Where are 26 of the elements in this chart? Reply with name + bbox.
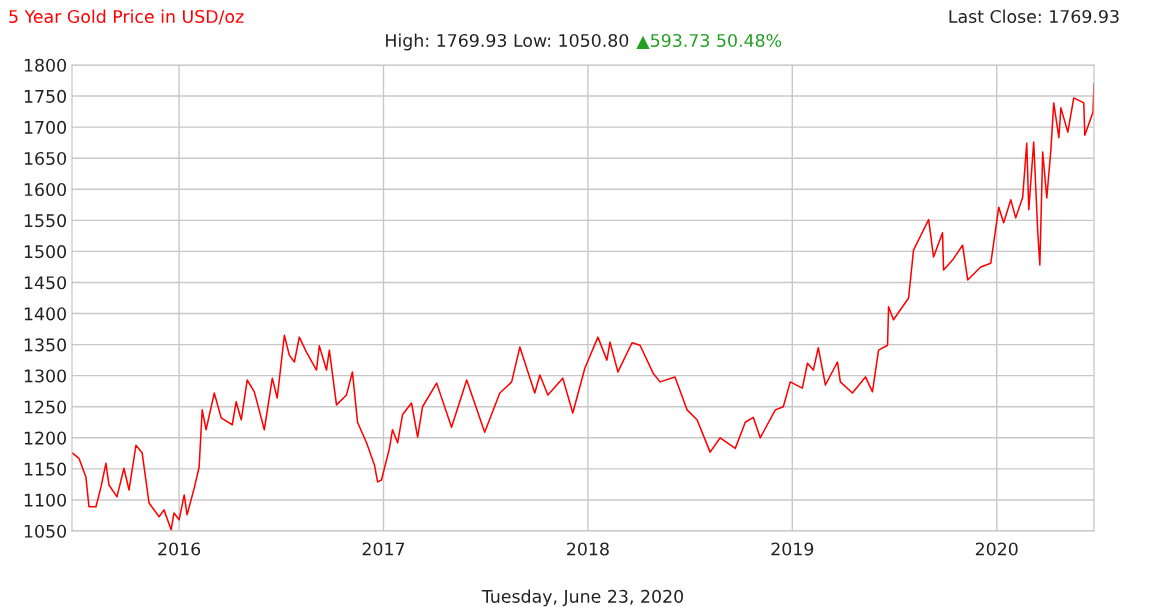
chart-title: 5 Year Gold Price in USD/oz — [9, 9, 244, 25]
y-tick-label: 1450 — [24, 276, 66, 290]
y-tick-label: 1600 — [24, 182, 66, 197]
y-tick-label: 1400 — [24, 307, 66, 321]
y-tick-label: 1250 — [24, 400, 66, 414]
y-tick-label: 1150 — [24, 462, 66, 476]
y-tick-label: 1700 — [24, 120, 66, 134]
x-tick-label: 2017 — [362, 542, 405, 556]
x-tick-label: 2019 — [771, 542, 814, 556]
x-tick-label: 2018 — [567, 542, 609, 556]
y-tick-label: 1050 — [24, 524, 66, 538]
chart-subtitle: High: 1769.93 Low: 1050.80 — [386, 33, 629, 51]
y-tick-label: 1100 — [24, 493, 66, 507]
y-tick-label: 1500 — [24, 245, 66, 259]
y-tick-label: 1750 — [24, 89, 66, 103]
y-tick-label: 1200 — [24, 431, 66, 445]
text: Last Close: 1769.93 — [949, 9, 1119, 24]
x-axis-title: Tuesday, June 23, 2020 — [481, 589, 684, 607]
y-tick-label: 1300 — [24, 369, 66, 383]
x-tick-label: 2020 — [975, 542, 1018, 556]
y-tick-label: 1550 — [24, 214, 66, 228]
y-tick-label: 1800 — [24, 58, 66, 72]
y-tick-label: 1350 — [24, 338, 66, 352]
text: ▲593.73 50.48% — [636, 33, 782, 49]
y-tick-label: 1650 — [24, 151, 66, 166]
x-tick-label: 2016 — [158, 542, 201, 556]
